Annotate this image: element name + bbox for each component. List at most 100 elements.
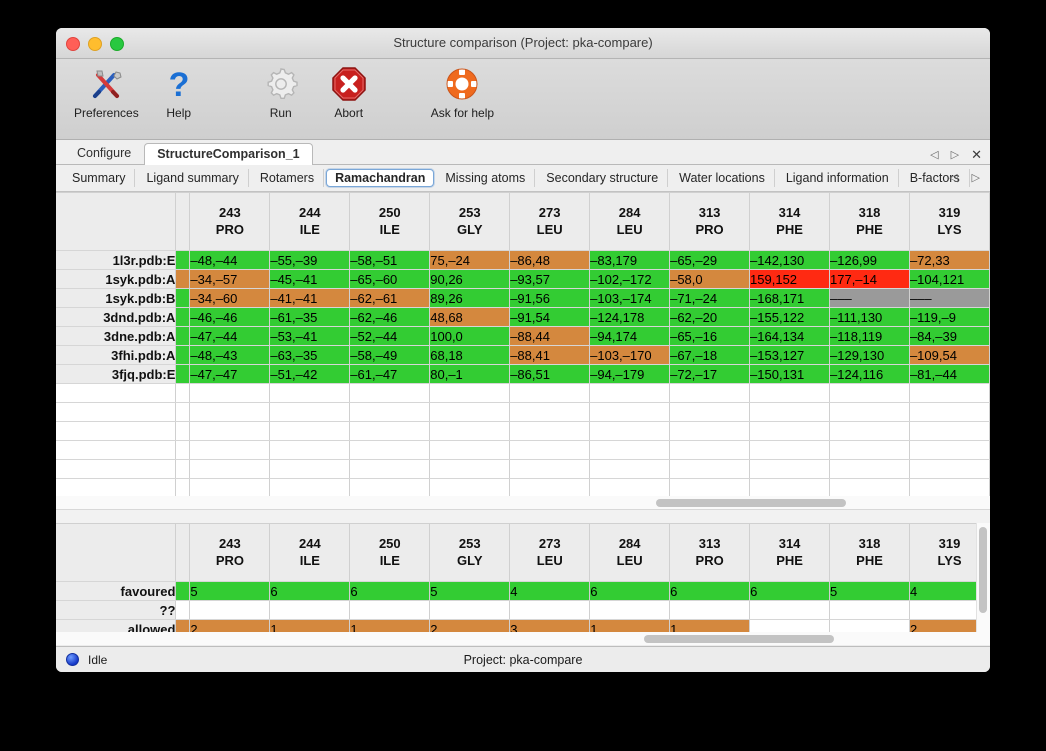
data-cell[interactable]: 90,26: [429, 269, 511, 289]
column-header-318[interactable]: 318 PHE: [829, 523, 910, 582]
data-cell[interactable]: –62,–46: [349, 307, 431, 327]
top-horizontal-scrollbar[interactable]: [56, 496, 990, 509]
data-cell[interactable]: –72,33: [909, 250, 990, 270]
data-cell[interactable]: –164,134: [749, 326, 830, 346]
row-header[interactable]: 3dnd.pdb:A: [56, 307, 177, 327]
column-header-313[interactable]: 313 PRO: [669, 192, 751, 251]
data-cell[interactable]: 89,26: [429, 288, 511, 308]
data-cell[interactable]: –94,174: [589, 326, 671, 346]
data-cell[interactable]: [749, 600, 831, 620]
data-cell[interactable]: –102,–172: [589, 269, 671, 289]
table-row[interactable]: 3dne.pdb:A –47,–44 –53,–41 –52,–44 100,0 –88,…: [56, 326, 990, 346]
data-cell[interactable]: 6: [349, 581, 431, 601]
data-cell[interactable]: [669, 600, 751, 620]
data-cell[interactable]: –71,–24: [669, 288, 751, 308]
table-row[interactable]: 3fhi.pdb:A –48,–43 –63,–35 –58,–49 68,18 –88,…: [56, 345, 990, 365]
data-cell[interactable]: –103,–174: [589, 288, 671, 308]
column-header-284[interactable]: 284 LEU: [589, 192, 671, 251]
table-row[interactable]: 1l3r.pdb:E –48,–44 –55,–39 –58,–51 75,–24 –86…: [56, 250, 990, 270]
sub-tab-next-icon[interactable]: ▷: [971, 172, 980, 184]
data-cell[interactable]: –58,0: [669, 269, 751, 289]
data-cell[interactable]: 159,152: [749, 269, 830, 289]
data-cell[interactable]: [509, 600, 591, 620]
data-cell[interactable]: –48,–44: [189, 250, 271, 270]
tab-ligand-information[interactable]: Ligand information: [777, 169, 899, 187]
data-cell[interactable]: –63,–35: [269, 345, 351, 365]
data-cell[interactable]: –155,122: [749, 307, 830, 327]
preferences-button[interactable]: Preferences: [68, 63, 145, 120]
data-cell[interactable]: –––: [829, 288, 910, 308]
data-cell[interactable]: –53,–41: [269, 326, 351, 346]
data-cell[interactable]: –47,–47: [189, 364, 271, 384]
data-cell[interactable]: 5: [829, 581, 910, 601]
ramachandran-angles-table[interactable]: 243 PRO 244 ILE 250 ILE 253 GLY 273 LEU 284 LEU 313 P…: [56, 192, 990, 509]
data-cell[interactable]: –142,130: [749, 250, 830, 270]
column-header-319[interactable]: 319 LYS: [909, 192, 990, 251]
data-cell[interactable]: –83,179: [589, 250, 671, 270]
data-cell[interactable]: [269, 600, 351, 620]
row-header[interactable]: 1syk.pdb:B: [56, 288, 177, 308]
row-header[interactable]: ??: [56, 600, 177, 620]
project-tab-configure[interactable]: Configure: [77, 146, 132, 160]
row-header[interactable]: 3fhi.pdb:A: [56, 345, 177, 365]
data-cell[interactable]: –46,–46: [189, 307, 271, 327]
data-cell[interactable]: –93,57: [509, 269, 591, 289]
data-cell[interactable]: –47,–44: [189, 326, 271, 346]
table-row[interactable]: favoured 5 6 6 5 4 6 6 6 5 4: [56, 581, 990, 601]
row-header[interactable]: favoured: [56, 581, 177, 601]
project-tab-next-icon[interactable]: ▷: [950, 149, 960, 161]
data-cell[interactable]: –45,–41: [269, 269, 351, 289]
data-cell[interactable]: –153,127: [749, 345, 830, 365]
data-cell[interactable]: 48,68: [429, 307, 511, 327]
data-cell[interactable]: –65,–29: [669, 250, 751, 270]
data-cell[interactable]: –34,–60: [189, 288, 271, 308]
data-cell[interactable]: –168,171: [749, 288, 830, 308]
data-cell[interactable]: –62,–20: [669, 307, 751, 327]
run-button[interactable]: Run: [247, 63, 315, 120]
data-cell[interactable]: –58,–49: [349, 345, 431, 365]
tab-b-factors[interactable]: B-factors: [901, 169, 970, 187]
data-cell[interactable]: –67,–18: [669, 345, 751, 365]
data-cell[interactable]: –72,–17: [669, 364, 751, 384]
data-cell[interactable]: –91,56: [509, 288, 591, 308]
data-cell[interactable]: –34,–57: [189, 269, 271, 289]
data-cell[interactable]: –150,131: [749, 364, 830, 384]
data-cell[interactable]: 6: [269, 581, 351, 601]
data-cell[interactable]: [349, 600, 431, 620]
data-cell[interactable]: –124,178: [589, 307, 671, 327]
close-icon[interactable]: ✕: [971, 147, 982, 162]
data-cell[interactable]: –84,–39: [909, 326, 990, 346]
data-cell[interactable]: –52,–44: [349, 326, 431, 346]
data-cell[interactable]: –41,–41: [269, 288, 351, 308]
column-header-314[interactable]: 314 PHE: [749, 192, 830, 251]
data-cell[interactable]: –119,–9: [909, 307, 990, 327]
column-header-284[interactable]: 284 LEU: [589, 523, 671, 582]
column-header-273[interactable]: 273 LEU: [509, 523, 591, 582]
data-cell[interactable]: –126,99: [829, 250, 910, 270]
table-row[interactable]: 3fjq.pdb:E –47,–47 –51,–42 –61,–47 80,–1 –86,…: [56, 364, 990, 384]
data-cell[interactable]: –65,–60: [349, 269, 431, 289]
zoom-window-button[interactable]: [110, 37, 124, 51]
data-cell[interactable]: [909, 600, 990, 620]
abort-button[interactable]: Abort: [315, 63, 383, 120]
data-cell[interactable]: –55,–39: [269, 250, 351, 270]
data-cell[interactable]: –61,–47: [349, 364, 431, 384]
data-cell[interactable]: –51,–42: [269, 364, 351, 384]
data-cell[interactable]: 4: [909, 581, 990, 601]
minimize-window-button[interactable]: [88, 37, 102, 51]
data-cell[interactable]: [429, 600, 511, 620]
top-scroll-thumb[interactable]: [656, 499, 846, 507]
ask-for-help-button[interactable]: Ask for help: [425, 63, 500, 120]
tab-water-locations[interactable]: Water locations: [670, 169, 775, 187]
tab-ramachandran[interactable]: Ramachandran: [326, 169, 435, 187]
bottom-vertical-scrollbar[interactable]: [976, 523, 990, 645]
data-cell[interactable]: [589, 600, 671, 620]
column-header-243[interactable]: 243 PRO: [189, 523, 271, 582]
column-header-253[interactable]: 253 GLY: [429, 523, 511, 582]
column-header-273[interactable]: 273 LEU: [509, 192, 591, 251]
data-cell[interactable]: –111,130: [829, 307, 910, 327]
row-header[interactable]: 3dne.pdb:A: [56, 326, 177, 346]
project-tab-prev-icon[interactable]: ◁: [930, 149, 939, 161]
tab-summary[interactable]: Summary: [63, 169, 136, 187]
data-cell[interactable]: –––: [909, 288, 990, 308]
